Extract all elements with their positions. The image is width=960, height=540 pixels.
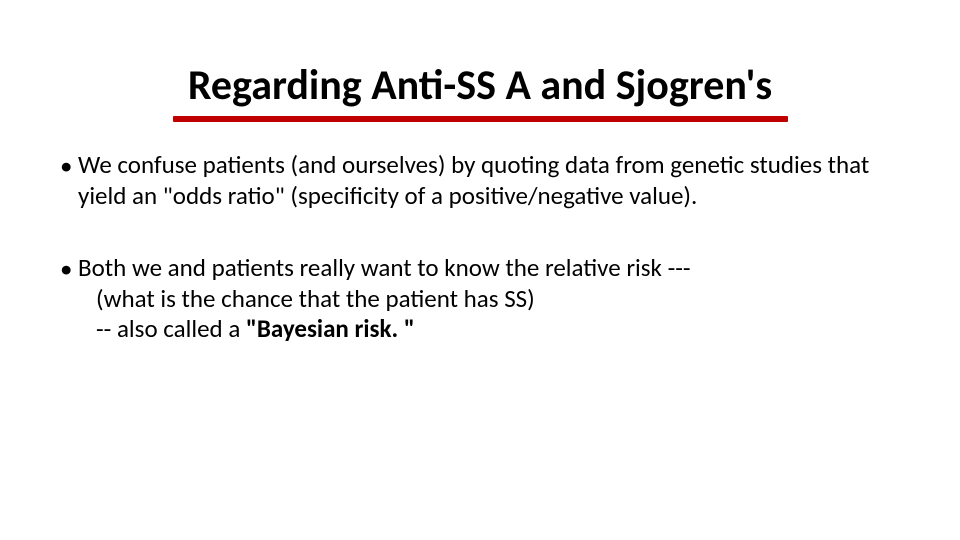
slide: Regarding Anti-SS A and Sjogren's • We c… [0,0,960,540]
text-run: -- also called a [96,313,246,344]
bullet-line: (what is the chance that the patient has… [78,283,535,314]
bullet-marker: • [60,150,78,182]
slide-title: Regarding Anti-SS A and Sjogren's [188,62,772,110]
bullet-line: -- also called a "Bayesian risk. " [78,313,415,344]
bullet-item: • Both we and patients really want to kn… [60,253,900,345]
bullet-item: • We confuse patients (and ourselves) by… [60,150,900,211]
bullet-text: We confuse patients (and ourselves) by q… [78,150,900,211]
bullet-marker: • [60,253,78,285]
bullet-text: Both we and patients really want to know… [78,253,900,345]
text-run-bold: "Bayesian risk. " [246,313,415,344]
title-block: Regarding Anti-SS A and Sjogren's [0,0,960,122]
body: • We confuse patients (and ourselves) by… [0,122,960,345]
bullet-line: Both we and patients really want to know… [78,252,691,283]
